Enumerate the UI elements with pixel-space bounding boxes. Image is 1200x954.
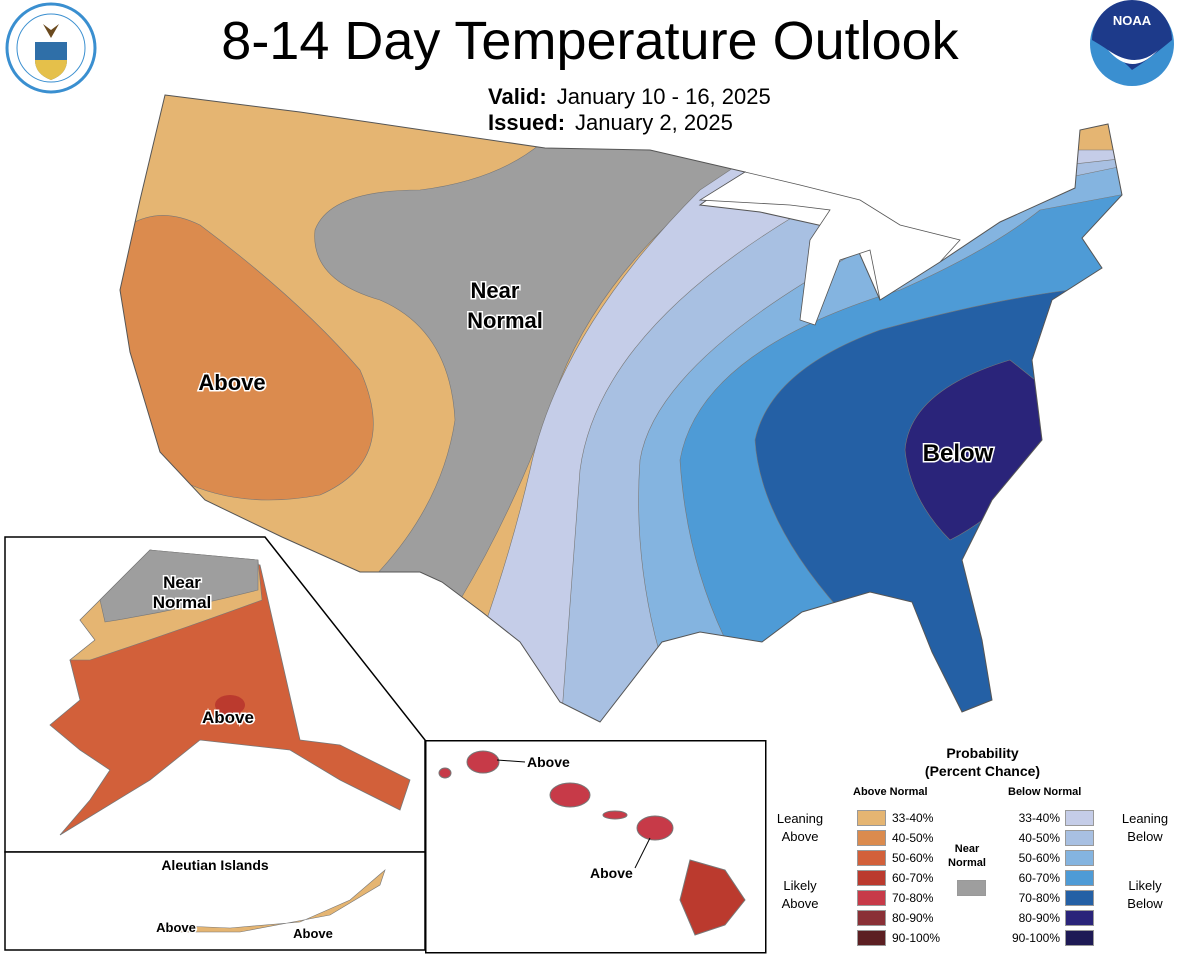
above-range-label: 40-50% xyxy=(892,831,934,845)
below-range-label: 33-40% xyxy=(1018,811,1060,825)
oahu xyxy=(549,782,591,808)
valid-value: January 10 - 16, 2025 xyxy=(556,84,771,109)
leaning-above-label: Leaning Above xyxy=(776,811,824,844)
above-swatch-6 xyxy=(857,930,886,946)
below-range-label: 80-90% xyxy=(1018,911,1060,925)
hawaii-big-island xyxy=(679,859,746,936)
hawaii-inset: Above Above xyxy=(425,740,767,954)
below-swatch-3 xyxy=(1065,870,1094,886)
valid-label: Valid: xyxy=(488,84,547,109)
issued-date: Issued: January 2, 2025 xyxy=(488,110,733,136)
above-range-label: 80-90% xyxy=(892,911,934,925)
above-swatch-3 xyxy=(857,870,886,886)
below-swatch-1 xyxy=(1065,830,1094,846)
alaska-near-normal xyxy=(99,549,259,623)
aleutian-title: Aleutian Islands xyxy=(161,857,269,873)
alaska-above-label: Above xyxy=(202,708,254,727)
page-title: 8-14 Day Temperature Outlook xyxy=(221,11,959,71)
below-normal-header: Below Normal xyxy=(1008,786,1082,798)
below-range-label: 70-80% xyxy=(1018,891,1060,905)
below-swatch-5 xyxy=(1065,910,1094,926)
above-swatch-1 xyxy=(857,830,886,846)
alaska-near-normal-label-2: Normal xyxy=(153,593,212,612)
department-of-commerce-seal xyxy=(5,2,97,94)
above-normal-header: Above Normal xyxy=(853,786,928,798)
noaa-logo-text: NOAA xyxy=(1113,13,1152,28)
below-range-label: 40-50% xyxy=(1018,831,1060,845)
valid-dates: Valid: January 10 - 16, 2025 xyxy=(488,84,771,110)
conus-below-label: Below xyxy=(923,440,994,467)
likely-below-label: Likely Below xyxy=(1127,878,1163,911)
maui xyxy=(636,815,674,841)
above-range-label: 33-40% xyxy=(892,811,934,825)
alaska-near-normal-label-1: Near xyxy=(163,573,201,592)
above-swatch-0 xyxy=(857,810,886,826)
below-range-label: 90-100% xyxy=(1011,931,1060,945)
below-swatch-4 xyxy=(1065,890,1094,906)
alaska-inset: Near Normal Above Aleutian Islands Above… xyxy=(4,536,426,951)
legend-title: Probability xyxy=(946,745,1019,761)
legend: Probability (Percent Chance) Above Norma… xyxy=(765,742,1200,954)
above-range-label: 90-100% xyxy=(892,931,941,945)
region-near-normal xyxy=(314,139,761,601)
below-range-label: 60-70% xyxy=(1018,871,1060,885)
kauai xyxy=(466,750,500,774)
conus-above-label: Above xyxy=(198,370,265,395)
near-normal-swatch xyxy=(957,880,986,896)
issued-label: Issued: xyxy=(488,110,566,135)
conus-near-normal-label-1: Near xyxy=(471,278,520,303)
conus-near-normal-label-2: Normal xyxy=(467,308,543,333)
above-swatch-5 xyxy=(857,910,886,926)
above-range-label: 70-80% xyxy=(892,891,934,905)
likely-above-label: Likely Above xyxy=(781,878,819,911)
alaska-above-60-70 xyxy=(215,695,245,715)
below-range-label: 50-60% xyxy=(1018,851,1060,865)
conus-map: Near Normal Above Below xyxy=(119,94,1123,723)
great-lakes xyxy=(698,171,961,326)
below-swatch-0 xyxy=(1065,810,1094,826)
aleutian-islands xyxy=(158,869,386,933)
below-swatch-6 xyxy=(1065,930,1094,946)
below-swatch-2 xyxy=(1065,850,1094,866)
above-swatch-4 xyxy=(857,890,886,906)
noaa-logo: NOAA xyxy=(1090,0,1174,86)
above-range-label: 60-70% xyxy=(892,871,934,885)
aleutian-above-label-1: Above xyxy=(156,920,196,935)
above-range-label: 50-60% xyxy=(892,851,934,865)
legend-subtitle: (Percent Chance) xyxy=(924,763,1041,779)
conus-outline xyxy=(119,94,1123,723)
hawaii-above-label-2: Above xyxy=(590,865,633,881)
aleutian-above-label-2: Above xyxy=(293,926,333,941)
leaning-below-label: Leaning Below xyxy=(1121,811,1169,844)
near-normal-label: Near Normal xyxy=(948,843,986,869)
issued-value: January 2, 2025 xyxy=(575,110,733,135)
hawaii-above-label-1: Above xyxy=(527,754,570,770)
above-swatch-2 xyxy=(857,850,886,866)
